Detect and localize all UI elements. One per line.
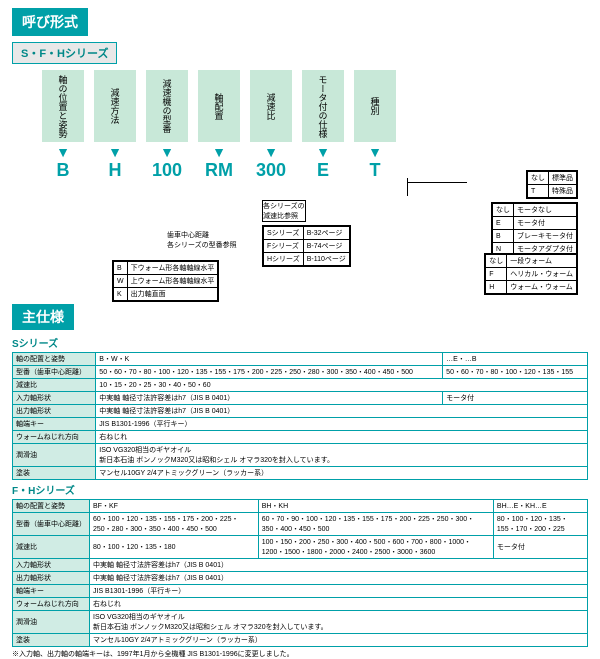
fh-series-table: 軸の配置と姿勢BF・KFBH・KHBH…E・KH…E型番（歯車中心距離）60・1… — [12, 499, 588, 647]
format-code: E — [302, 160, 344, 181]
arrow-down-icon: ▼ — [42, 144, 84, 160]
naming-diagram: 軸の位置と姿勢減速方法減速機の型番軸配置減速比モータ付の仕様種別 ▼ ▼ ▼ ▼ ▼ ▼ ▼… — [12, 70, 588, 300]
arrow-down-icon: ▼ — [146, 144, 188, 160]
format-code: 100 — [146, 160, 188, 181]
column-head: 軸の位置と姿勢 — [42, 70, 84, 142]
arrow-down-icon: ▼ — [354, 144, 396, 160]
legend-ratio-ref: 各シリーズの 減速比参照 — [262, 200, 306, 222]
column-head: 減速比 — [250, 70, 292, 142]
column-head: モータ付の仕様 — [302, 70, 344, 142]
column-head: 減速機の型番 — [146, 70, 188, 142]
series-subtitle: S・F・Hシリーズ — [12, 42, 117, 64]
arrow-down-icon: ▼ — [302, 144, 344, 160]
column-head: 軸配置 — [198, 70, 240, 142]
s-series-label: Sシリーズ — [12, 335, 588, 350]
legend-worm: なし一段ウォームFヘリカル・ウォームHウォーム・ウォーム — [484, 253, 578, 295]
arrow-down-icon: ▼ — [198, 144, 240, 160]
legend-model-note: 歯車中心距離 各シリーズの型番参照 — [167, 230, 237, 250]
format-code: 300 — [250, 160, 292, 181]
format-code: B — [42, 160, 84, 181]
legend-motor: なしモータなしEモータ付Bブレーキモータ付Nモータアダプタ付 — [491, 202, 578, 257]
format-code: RM — [198, 160, 240, 181]
format-code: T — [354, 160, 396, 181]
legend-series-ref: SシリーズB-32ページFシリーズB-74ページHシリーズB-110ページ — [262, 225, 351, 267]
legend-axis: B下ウォーム形各軸軸線水平W上ウォーム形各軸軸線水平K出力軸直面 — [112, 260, 219, 302]
column-head: 種別 — [354, 70, 396, 142]
column-head: 減速方法 — [94, 70, 136, 142]
arrow-down-icon: ▼ — [94, 144, 136, 160]
spec-title: 主仕様 — [12, 304, 74, 330]
arrow-down-icon: ▼ — [250, 144, 292, 160]
footnote: ※入力軸、出力軸の軸端キーは、1997年1月から全機種 JIS B1301-19… — [12, 649, 588, 659]
format-code: H — [94, 160, 136, 181]
s-series-table: 軸の配置と姿勢B・W・K…E・…B型番（歯車中心距離）50・60・70・80・1… — [12, 352, 588, 480]
legend-type: なし標準品T特殊品 — [526, 170, 578, 199]
title-bar: 呼び形式 — [12, 8, 88, 36]
fh-series-label: F・Hシリーズ — [12, 482, 588, 497]
